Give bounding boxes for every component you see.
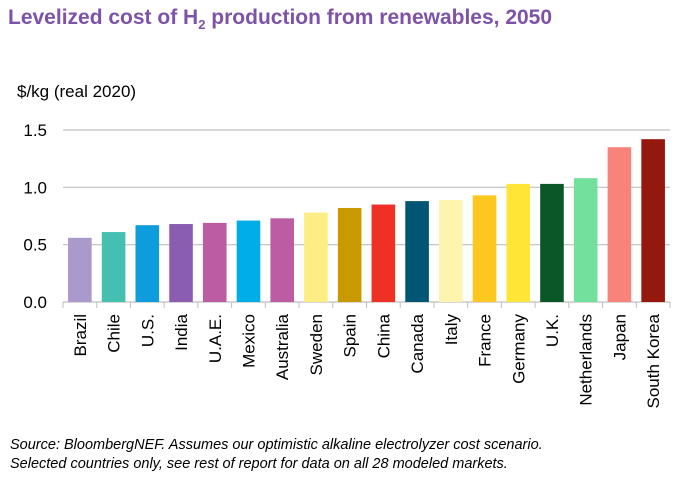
bar-netherlands	[573, 178, 598, 302]
bar-u-a-e-	[202, 222, 227, 302]
x-tick-label: Netherlands	[577, 314, 596, 406]
bar-mexico	[236, 220, 261, 302]
bar-canada	[405, 201, 429, 302]
bar-australia	[270, 218, 294, 302]
bar-u-k-	[540, 183, 564, 302]
x-tick-label: Chile	[105, 314, 124, 353]
x-tick-label: U.K.	[543, 314, 562, 347]
bar-italy	[439, 199, 463, 302]
source-line-2: Selected countries only, see rest of rep…	[10, 456, 508, 472]
bar-u-s-	[135, 225, 160, 302]
y-tick-label: 1.0	[23, 178, 47, 197]
x-tick-label: Mexico	[239, 314, 258, 368]
bar-spain	[337, 207, 362, 302]
chart-title: Levelized cost of H2 production from ren…	[8, 6, 553, 33]
source-note: Source: BloombergNEF. Assumes our optimi…	[10, 436, 543, 474]
x-tick-label: U.A.E.	[206, 314, 225, 363]
x-tick-label: South Korea	[644, 313, 663, 408]
x-tick-label: Japan	[610, 314, 629, 360]
x-tick-label: Brazil	[71, 314, 90, 357]
x-tick-label: India	[172, 313, 191, 350]
bar-france	[472, 195, 497, 302]
bar-sweden	[304, 212, 328, 302]
source-line-1: Source: BloombergNEF. Assumes our optimi…	[10, 437, 543, 453]
x-tick-label: Germany	[509, 314, 528, 384]
y-tick-label: 0.5	[23, 236, 47, 255]
bar-japan	[607, 147, 632, 302]
x-tick-label: China	[374, 313, 393, 358]
bar-south-korea	[641, 139, 665, 302]
bar-brazil	[68, 237, 92, 302]
bar-china	[371, 204, 396, 302]
x-tick-label: Spain	[341, 314, 360, 357]
x-tick-label: Sweden	[307, 314, 326, 375]
x-tick-label: Canada	[408, 313, 427, 373]
x-tick-label: U.S.	[138, 314, 157, 347]
y-tick-label: 1.5	[23, 121, 47, 140]
x-tick-label: Italy	[442, 314, 461, 346]
x-tick-label: France	[476, 314, 495, 367]
y-tick-label: 0.0	[23, 293, 47, 312]
bar-chile	[101, 232, 126, 302]
y-axis-label: $/kg (real 2020)	[17, 82, 137, 101]
bar-germany	[506, 183, 531, 302]
bar-india	[169, 224, 193, 302]
x-tick-label: Australia	[273, 313, 292, 380]
